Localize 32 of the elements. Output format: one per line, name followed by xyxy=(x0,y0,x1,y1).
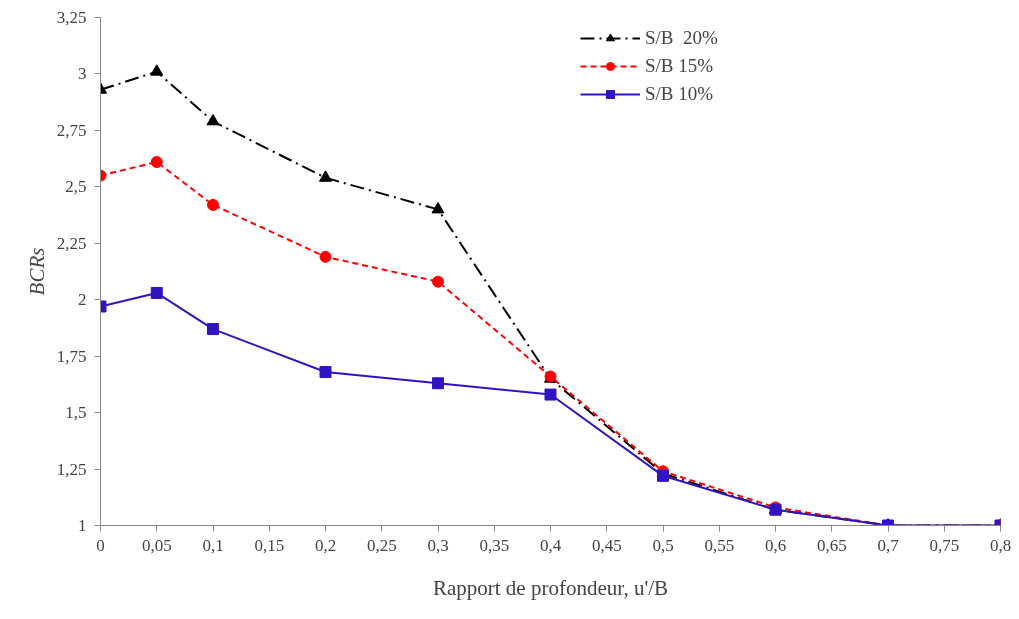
y-tick-label: 3 xyxy=(78,64,87,84)
x-tick-label: 0,6 xyxy=(764,535,787,555)
y-tick-label: 2,25 xyxy=(56,233,87,253)
legend-label: S/B 15% xyxy=(645,55,714,77)
y-tick-label: 1,75 xyxy=(56,346,87,366)
x-tick-label: 0,2 xyxy=(314,535,337,555)
x-tick-label: 0,35 xyxy=(479,535,510,555)
y-tick-label: 2,75 xyxy=(56,120,87,140)
y-tick-label: 3,25 xyxy=(56,8,87,27)
x-tick-label: 0 xyxy=(96,535,105,555)
x-tick-label: 0,4 xyxy=(539,535,562,555)
x-axis-title: Rapport de profondeur, u'/B xyxy=(432,575,669,600)
x-tick-label: 0,05 xyxy=(141,535,172,555)
legend-label: S/B 10% xyxy=(645,83,714,105)
x-tick-label: 0,3 xyxy=(427,535,449,555)
x-tick-label: 0,15 xyxy=(254,535,285,555)
y-tick-label: 1,25 xyxy=(56,459,87,479)
x-tick-label: 0,25 xyxy=(366,535,397,555)
legend-label: S/B 20% xyxy=(645,27,718,49)
x-tick-label: 0,65 xyxy=(816,535,847,555)
x-tick-label: 0,8 xyxy=(989,535,1012,555)
x-tick-label: 0,1 xyxy=(202,535,224,555)
y-tick-label: 1,5 xyxy=(65,403,87,423)
x-tick-label: 0,55 xyxy=(704,535,735,555)
x-tick-label: 0,5 xyxy=(652,535,674,555)
x-tick-label: 0,7 xyxy=(877,535,900,555)
y-tick-label: 2,5 xyxy=(65,177,87,197)
x-tick-label: 0,45 xyxy=(591,535,622,555)
y-axis-title: BCRs xyxy=(24,247,49,296)
x-tick-label: 0,75 xyxy=(929,535,960,555)
y-tick-label: 2 xyxy=(78,290,87,310)
y-tick-label: 1 xyxy=(78,516,87,535)
